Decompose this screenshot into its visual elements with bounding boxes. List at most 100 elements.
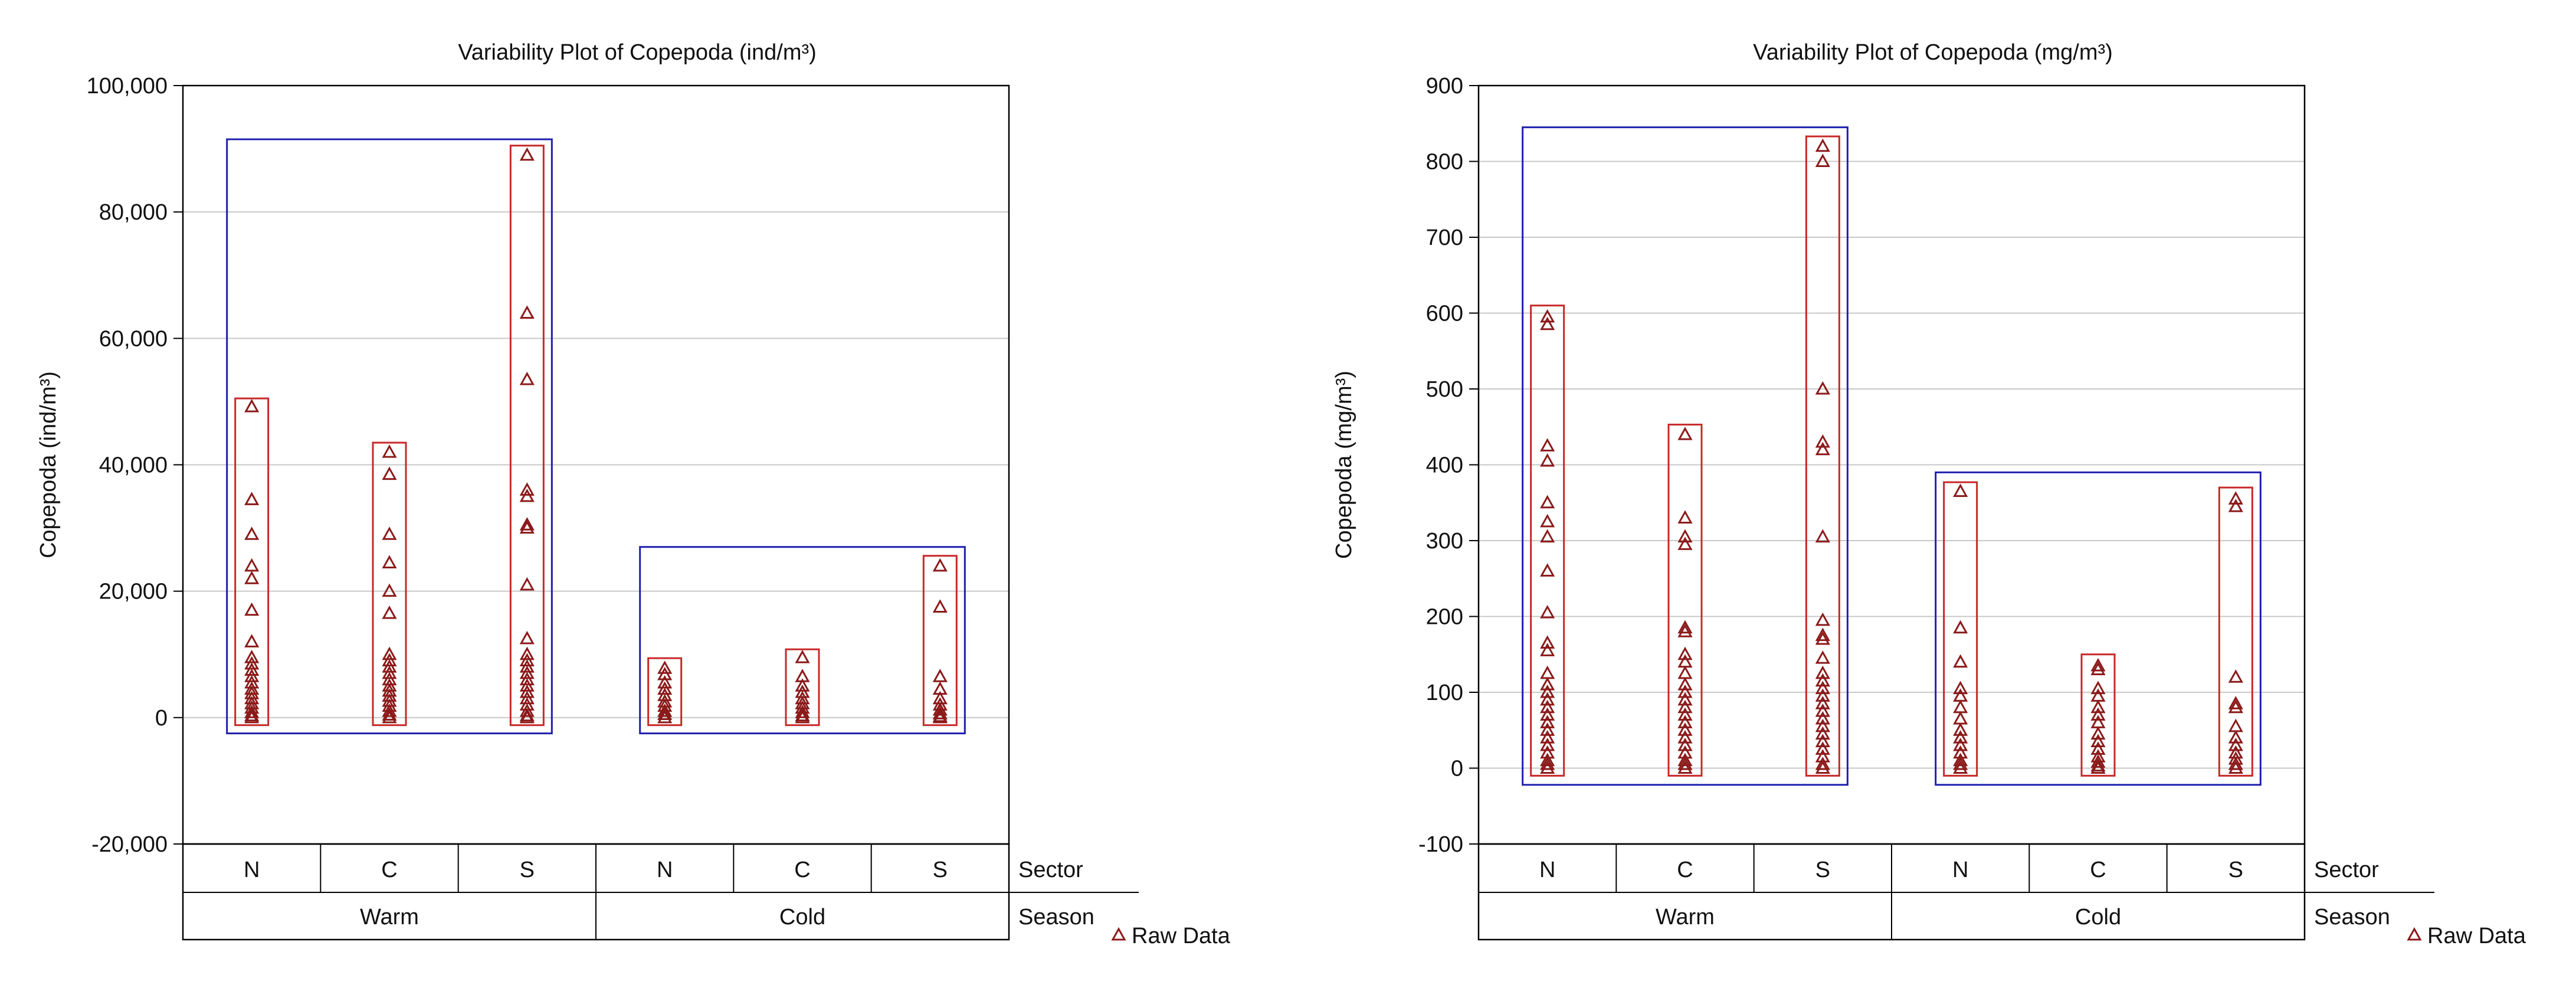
data-point [382, 646, 397, 660]
season-box [639, 546, 966, 735]
sector-box [372, 441, 407, 727]
data-marks [226, 138, 966, 735]
data-point [1953, 620, 1968, 634]
y-tick-label: 20,000 [99, 580, 168, 604]
data-point [1540, 756, 1555, 770]
sector-box [1943, 481, 1978, 777]
data-point [1677, 427, 1693, 440]
sector-box [647, 657, 683, 727]
data-point [1677, 756, 1693, 770]
data-point [1677, 760, 1693, 774]
data-point [382, 583, 397, 597]
sector-label: C [381, 858, 397, 882]
data-point [244, 650, 260, 663]
data-point [1953, 711, 1968, 725]
chart-ind: 100,000 80,000 60,000 40,000 20,000 0 -20,000 C… [36, 74, 1231, 948]
y-tick-label: 80,000 [99, 200, 168, 225]
data-point [2228, 696, 2243, 709]
data-point [1540, 438, 1555, 452]
sector-box [2218, 486, 2253, 777]
data-point [1953, 699, 1968, 714]
data-point [519, 684, 535, 698]
season-label: Warm [1656, 905, 1715, 930]
data-point [657, 709, 673, 724]
data-point [1815, 631, 1830, 645]
y-tick-label: 700 [1426, 225, 1463, 250]
sector-box [785, 648, 820, 727]
data-point [1677, 510, 1693, 524]
data-point [1540, 643, 1555, 656]
data-point [2228, 730, 2243, 744]
data-point [1815, 711, 1830, 725]
data-point [657, 675, 673, 689]
data-point [1815, 718, 1830, 732]
data-point [2090, 726, 2106, 740]
data-point [795, 709, 810, 724]
data-point [382, 606, 397, 619]
data-point [2090, 734, 2106, 748]
data-point [1953, 756, 1968, 770]
data-point [795, 708, 810, 722]
sector-label: N [244, 858, 260, 882]
data-point [244, 571, 260, 584]
chart-title: Variability Plot of Copepoda (mg/m³) [1753, 40, 2113, 65]
data-point [1677, 677, 1693, 691]
chart-panel-ind: Variability Plot of Copepoda (ind/m³) 10… [0, 0, 1274, 988]
data-point [1815, 741, 1830, 755]
y-tick-label: 40,000 [99, 453, 168, 478]
data-point [519, 708, 535, 722]
data-point [2228, 699, 2243, 714]
data-point [932, 709, 948, 724]
season-box [226, 138, 553, 735]
data-point [244, 602, 260, 616]
data-point [519, 646, 535, 660]
legend-marker-icon [1111, 927, 1126, 941]
data-point [1953, 760, 1968, 774]
data-point [1540, 604, 1555, 619]
data-point [1815, 756, 1830, 770]
legend-marker-icon [2407, 927, 2422, 941]
data-point [2090, 754, 2106, 768]
y-axis-label: Copepoda (ind/m³) [36, 371, 61, 558]
data-point [519, 672, 535, 686]
y-tick-label: 0 [155, 706, 168, 731]
data-point [1815, 681, 1830, 695]
legend-label: Raw Data [2427, 924, 2526, 948]
data-point [244, 634, 260, 647]
y-tick-label: 300 [1426, 529, 1463, 554]
data-point [2090, 758, 2106, 772]
data-point [1540, 495, 1555, 509]
data-point [382, 653, 397, 666]
data-point [1540, 316, 1555, 331]
data-point [932, 702, 948, 716]
y-tick-label: 800 [1426, 150, 1463, 175]
data-point [1540, 707, 1555, 721]
y-tick-label: 0 [1451, 757, 1463, 781]
legend-label: Raw Data [1132, 924, 1231, 948]
y-tick-label: -20,000 [91, 832, 168, 857]
data-point [1677, 646, 1693, 660]
data-point [519, 488, 535, 502]
data-point [1677, 665, 1693, 679]
data-point [244, 492, 260, 505]
sector-box [234, 397, 270, 727]
data-point [1677, 707, 1693, 721]
data-point [1815, 434, 1830, 448]
data-point [1815, 381, 1830, 395]
data-point [1677, 624, 1693, 637]
data-point [1540, 730, 1555, 744]
y-tick-label: 600 [1426, 302, 1463, 326]
data-point [244, 398, 260, 413]
data-point [657, 706, 673, 720]
sector-label: N [1952, 858, 1968, 882]
data-point [1540, 309, 1555, 323]
data-point [1677, 730, 1693, 744]
data-marks [1522, 126, 2262, 786]
data-point [1677, 536, 1693, 550]
data-point [1815, 760, 1830, 774]
data-point [1815, 441, 1830, 456]
data-point [382, 526, 397, 540]
data-point [2090, 707, 2106, 721]
sector-label: C [1677, 858, 1693, 882]
data-point [1540, 684, 1555, 698]
